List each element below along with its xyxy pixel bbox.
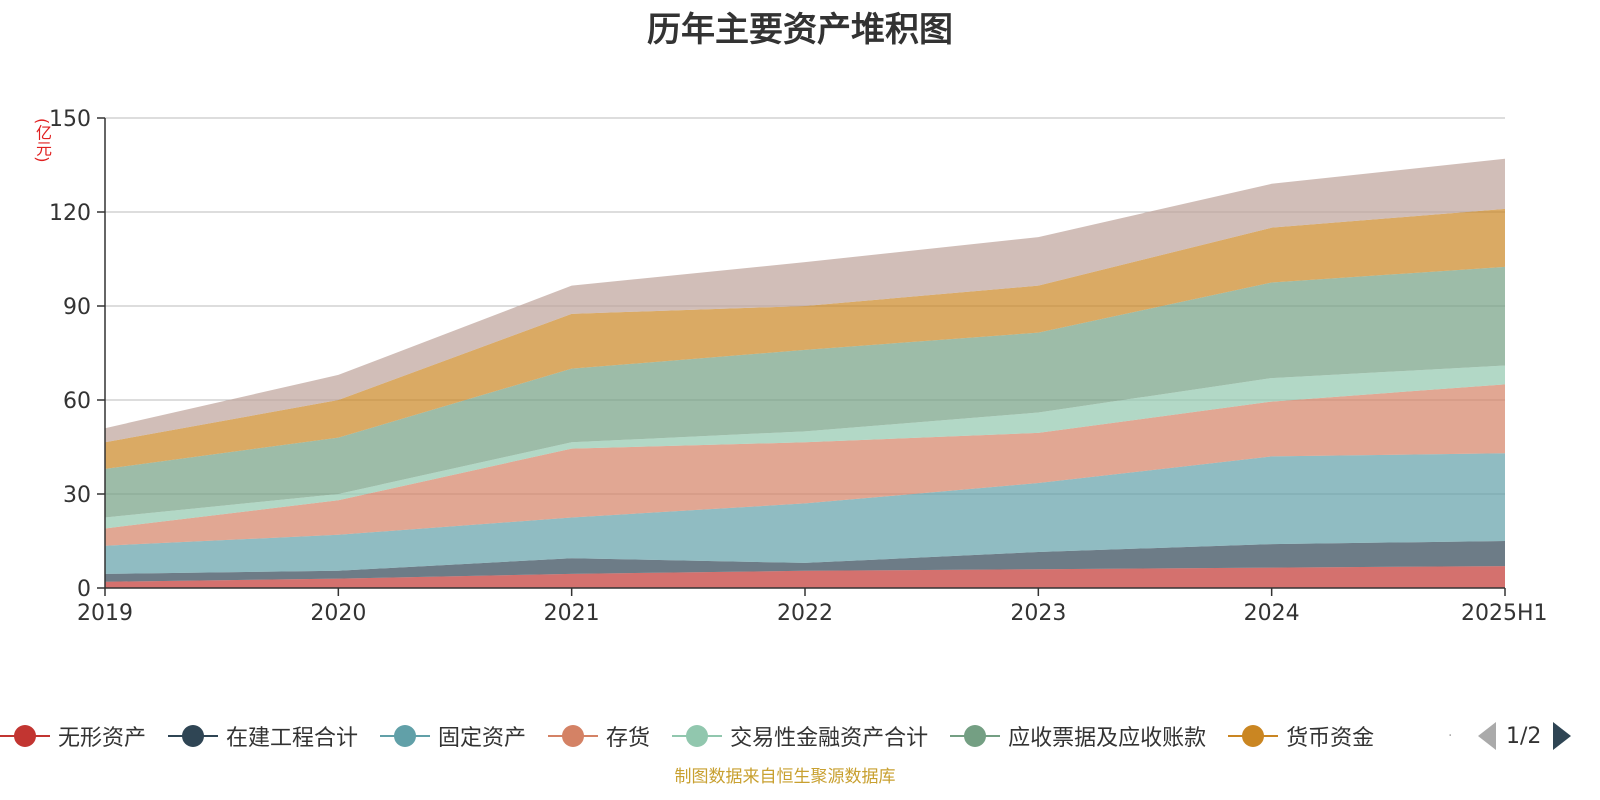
legend-item-label: 固定资产: [438, 726, 527, 751]
area-series-0: [105, 566, 1505, 588]
legend-marker-icon: [168, 723, 219, 749]
legend-marker-icon: [1228, 723, 1279, 749]
x-tick-label-2023: 2023: [1010, 601, 1066, 626]
stacked-area-chart: 0 30 60 90 120 150 2019 2020 2021 2022 2023 2024 202…: [49, 107, 1548, 626]
legend-marker-icon: [950, 723, 1001, 749]
legend-item-0[interactable]: 无形资产: [0, 720, 146, 752]
legend-item-2[interactable]: 固定资产: [380, 720, 526, 752]
legend-prev-page-icon[interactable]: [1478, 722, 1496, 750]
legend-item-6[interactable]: 货币资金: [1228, 720, 1374, 752]
legend-item-3[interactable]: 存货: [548, 720, 650, 752]
legend-marker-icon: [548, 723, 599, 749]
area-series-1: [105, 541, 1505, 582]
legend-next-page-icon[interactable]: [1553, 722, 1572, 750]
area-series-6: [105, 208, 1505, 469]
legend-item-label: 交易性金融资产合计: [730, 726, 929, 751]
area-series-2: [105, 453, 1505, 574]
x-tick-label-2024: 2024: [1244, 601, 1300, 626]
legend-pager: 1/2: [1478, 716, 1572, 756]
y-tick-label-0: 0: [77, 577, 91, 602]
y-tick-label-150: 150: [49, 107, 91, 132]
chart-title: 历年主要资产堆积图: [647, 10, 953, 50]
legend-item-4[interactable]: 交易性金融资产合计: [672, 720, 928, 752]
legend-item-5[interactable]: 应收票据及应收账款: [950, 720, 1206, 752]
y-tick-label-120: 120: [49, 201, 91, 226]
legend-marker-icon: [0, 723, 50, 749]
x-tick-label-2021: 2021: [544, 601, 600, 626]
area-series-5: [105, 266, 1505, 518]
area-series-3: [105, 384, 1505, 546]
legend-item-label: 应收票据及应收账款: [1008, 726, 1207, 751]
area-series-7: [105, 158, 1505, 443]
legend-item-1[interactable]: 在建工程合计: [168, 720, 358, 752]
legend-overflow-indicator: ·: [1448, 728, 1453, 744]
y-tick-label-90: 90: [63, 295, 91, 320]
x-tick-label-2019: 2019: [77, 601, 133, 626]
x-tick-label-2025H1: 2025H1: [1461, 601, 1548, 626]
y-tick-label-30: 30: [63, 483, 91, 508]
area-series-4: [105, 365, 1505, 529]
x-tick-label-2020: 2020: [310, 601, 366, 626]
chart-legend: 无形资产 在建工程合计 固定资产 存货 交易性金融资产合计 应收票据及应收账款 货币资金: [0, 716, 1600, 756]
x-tick-label-2022: 2022: [777, 601, 833, 626]
legend-marker-icon: [380, 723, 431, 749]
y-tick-label-60: 60: [63, 389, 91, 414]
legend-item-label: 无形资产: [58, 726, 147, 751]
y-axis-unit-label: (亿元): [33, 118, 52, 163]
legend-page-indicator: 1/2: [1506, 723, 1542, 749]
legend-marker-icon: [672, 723, 723, 749]
legend-item-label: 货币资金: [1286, 726, 1375, 751]
legend-item-label: 存货: [606, 726, 651, 751]
legend-item-label: 在建工程合计: [226, 726, 359, 751]
data-source-note: 制图数据来自恒生聚源数据库: [674, 767, 896, 787]
